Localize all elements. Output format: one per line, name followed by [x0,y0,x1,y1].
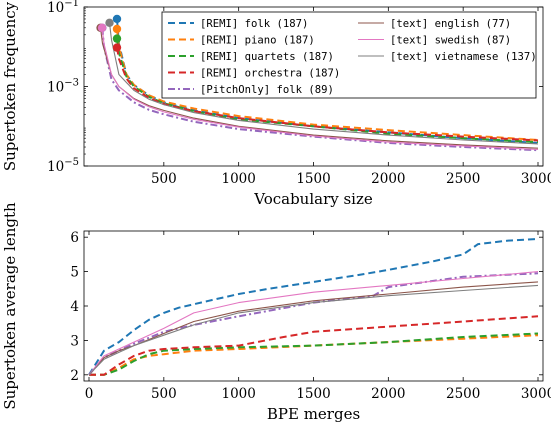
y-tick-label: 10−1 [47,0,79,16]
x-tick-label: 2500 [446,171,480,187]
chart-1: 500 1000 1500 2000 2500 3000 10−5 10−3 10−1 Vocab… [1,0,551,208]
series-line-7 [101,27,539,151]
series-group [99,18,539,152]
legend-entry-4: [REMI] orchestra (187) [200,68,340,80]
series-line-7 [88,271,539,376]
series-line-8 [88,284,539,376]
x-tick-label: 1000 [221,386,255,402]
y-tick-label: 10−3 [47,78,79,96]
x-tick-label: 3000 [521,386,551,402]
x-tick-label: 2000 [371,386,405,402]
y-tick-label: 4 [70,299,79,315]
series-line-4 [89,315,539,376]
legend-entry-2: [REMI] piano (187) [200,35,315,47]
x-tick-label: 500 [151,171,177,187]
x-axis-label: Vocabulary size [253,190,373,208]
y-tick-label: 5 [70,265,79,281]
y-axis-label: Supertoken frequency [1,1,19,171]
series-line-1 [88,237,539,376]
legend-entry-3: [REMI] quartets (187) [200,51,334,63]
legend-entry-5: [PitchOnly] folk (89) [200,84,334,96]
legend-entry-6: [text] english (77) [390,18,511,30]
series-start-marker-1 [112,14,122,24]
chart-2: 0 500 1000 1500 2000 2500 3000 2 3 4 5 6 BPE merges S… [1,202,551,423]
x-tick-label: 1500 [296,386,330,402]
series-start-marker-3 [112,34,122,43]
series-line-8 [108,22,539,145]
x-tick-label: 2000 [371,171,405,187]
series-line-2 [116,28,539,141]
series-line-3 [89,332,539,376]
x-tick-label: 500 [151,386,177,402]
series-group [88,237,539,376]
series-line-5 [88,272,539,376]
y-tick-label: 10−5 [47,157,79,175]
x-tick-label: 1500 [296,171,330,187]
series-line-6 [88,281,539,376]
series-start-marker-8 [105,18,114,28]
series-start-marker-2 [112,24,122,34]
legend-entry-7: [text] swedish (87) [390,35,511,47]
series-line-2 [89,334,539,376]
series-line-1 [116,18,539,144]
y-tick-label: 6 [70,230,79,246]
series-start-marker-7 [97,23,107,32]
series-start-marker-4 [112,43,122,52]
x-tick-label: 1000 [221,171,255,187]
x-tick-label: 0 [85,386,94,402]
x-tick-label: 3000 [521,171,551,187]
y-tick-label: 2 [70,368,79,384]
series-line-4 [116,47,539,142]
x-tick-label: 2500 [446,386,480,402]
x-axis-label: BPE merges [267,405,360,423]
legend-box [161,11,537,99]
legend-entry-8: [text] vietnamese (137) [390,51,537,63]
y-tick-label: 3 [70,333,79,349]
legend-entry-1: [REMI] folk (187) [200,18,308,30]
y-axis-label: Supertoken average length [1,202,19,410]
plot-frame [83,230,544,382]
